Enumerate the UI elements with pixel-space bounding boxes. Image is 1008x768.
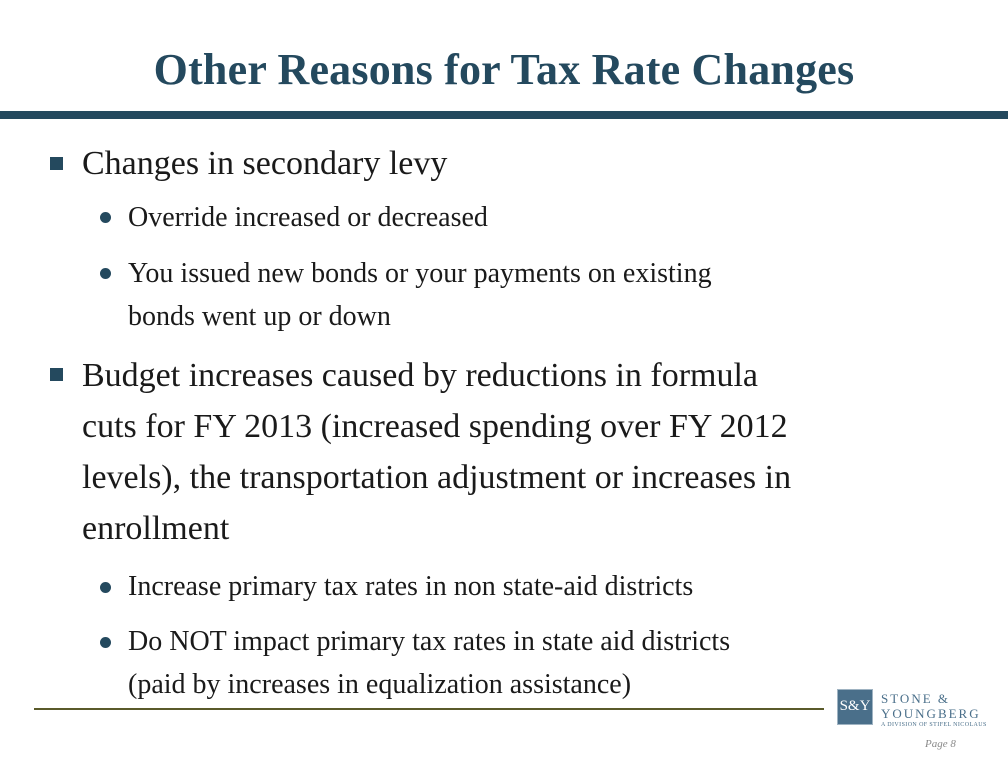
round-bullet-icon: [100, 637, 111, 648]
slide-title: Other Reasons for Tax Rate Changes: [153, 45, 855, 94]
square-bullet-icon: [50, 368, 63, 381]
bullet-1-sub-2-line-1: You issued new bonds or your payments on…: [128, 258, 712, 289]
logo-mark: S&Y: [837, 689, 873, 725]
round-bullet-icon: [100, 582, 111, 593]
title-underline-bar: [0, 111, 1008, 119]
square-bullet-icon: [50, 157, 63, 170]
bullet-2-line-3: levels), the transportation adjustment o…: [82, 459, 792, 496]
footer-rule: [34, 708, 824, 710]
logo-name-line-2: YOUNGBERG: [881, 706, 981, 721]
round-bullet-icon: [100, 268, 111, 279]
logo-tagline: A DIVISION OF STIFEL NICOLAUS: [881, 722, 987, 728]
bullet-2-line-2: cuts for FY 2013 (increased spending ove…: [82, 408, 788, 445]
bullet-2-sub-2-line-2: (paid by increases in equalization assis…: [128, 669, 632, 700]
bullet-2-line-1: Budget increases caused by reductions in…: [82, 357, 759, 394]
page-number: Page 8: [925, 738, 956, 750]
logo-mark-text: S&Y: [839, 698, 871, 714]
bullet-1-text: Changes in secondary levy: [82, 145, 448, 182]
bullet-2-line-4: enrollment: [82, 510, 230, 547]
round-bullet-icon: [100, 212, 111, 223]
bullet-2-sub-2-line-1: Do NOT impact primary tax rates in state…: [128, 626, 731, 657]
bullet-1-sub-2-line-2: bonds went up or down: [128, 301, 391, 332]
bullet-1-sub-1-text: Override increased or decreased: [128, 202, 488, 233]
logo-name-line-1: STONE &: [881, 691, 951, 706]
bullet-2-sub-1-text: Increase primary tax rates in non state-…: [128, 571, 694, 602]
